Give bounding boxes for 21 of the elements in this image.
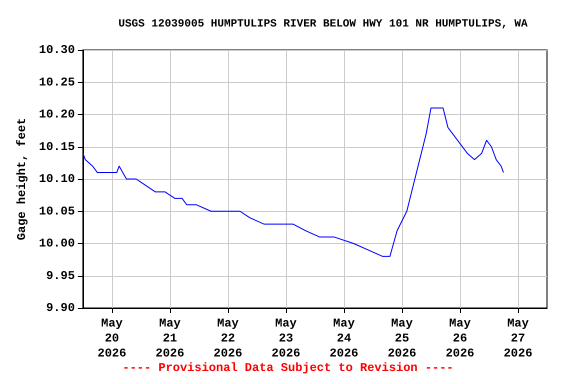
y-tick-label: 9.90 bbox=[46, 301, 75, 315]
x-tick-label: May 21 2026 bbox=[156, 316, 184, 360]
y-tick-label: 10.05 bbox=[38, 204, 75, 218]
x-tick-label: May 25 2026 bbox=[388, 316, 416, 360]
y-tick-label: 10.25 bbox=[38, 75, 75, 90]
x-tick-label: May 23 2026 bbox=[272, 316, 300, 360]
text: ---- Provisional Data Subject to Revision ---- bbox=[122, 361, 454, 375]
y-tick-label: 10.00 bbox=[38, 236, 75, 250]
y-tick-label: 9.95 bbox=[46, 268, 75, 283]
chart-title: USGS 12039005 HUMPTULIPS RIVER BELOW HWY 101 NR HUMPTULIPS, WA bbox=[118, 18, 528, 30]
x-tick-label: May 20 2026 bbox=[98, 316, 126, 360]
y-tick-label: 10.15 bbox=[38, 140, 75, 154]
x-tick-label: May 27 2026 bbox=[504, 316, 532, 360]
x-tick-label: May 22 2026 bbox=[214, 316, 242, 360]
y-tick-label: 10.30 bbox=[38, 43, 75, 57]
y-axis-title: Gage height, feet bbox=[15, 118, 29, 240]
y-tick-label: 10.10 bbox=[38, 172, 75, 186]
line-series bbox=[82, 108, 504, 257]
x-tick-label: May 26 2026 bbox=[446, 316, 474, 360]
x-tick-label: May 24 2026 bbox=[330, 316, 358, 360]
y-tick-label: 10.20 bbox=[38, 108, 75, 122]
